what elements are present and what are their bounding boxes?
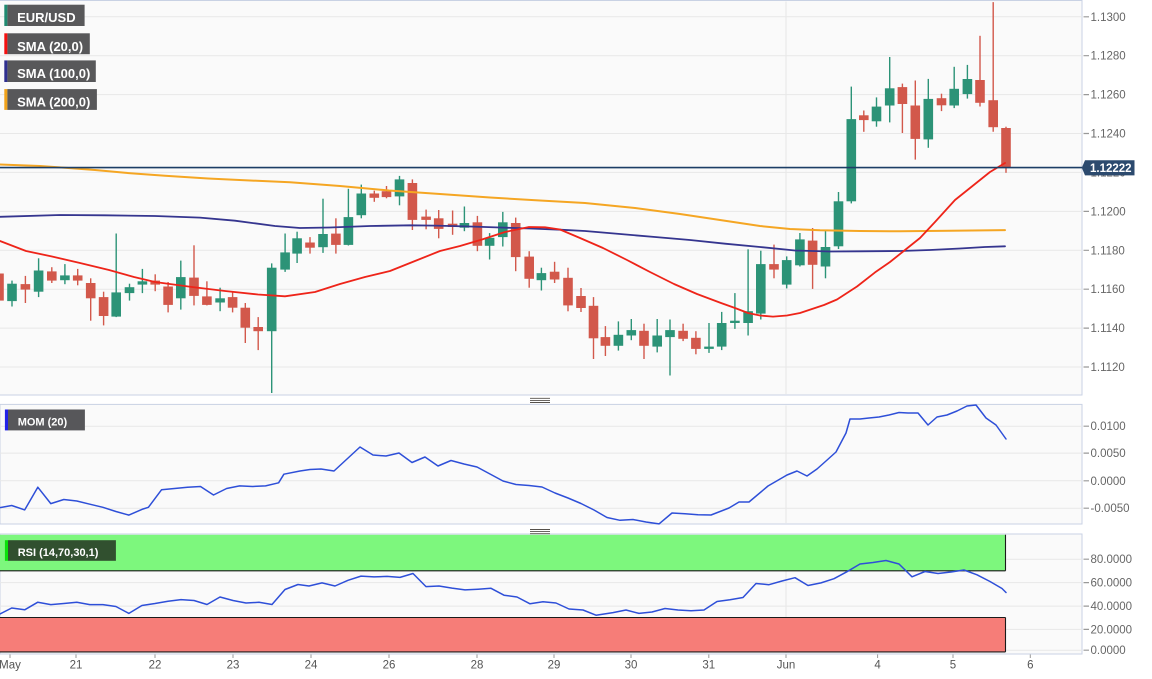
svg-text:RSI (14,70,30,1): RSI (14,70,30,1) xyxy=(18,547,99,559)
svg-text:0.0000: 0.0000 xyxy=(1091,476,1126,488)
svg-text:1.1180: 1.1180 xyxy=(1091,245,1125,257)
svg-text:SMA (20,0): SMA (20,0) xyxy=(17,39,83,54)
svg-text:21: 21 xyxy=(70,660,83,672)
svg-text:0.0000: 0.0000 xyxy=(1091,645,1126,657)
svg-text:1.1240: 1.1240 xyxy=(1091,129,1126,141)
svg-text:26: 26 xyxy=(383,660,396,672)
svg-text:80.0000: 80.0000 xyxy=(1091,554,1133,566)
svg-text:1.1120: 1.1120 xyxy=(1091,362,1125,374)
svg-text:23: 23 xyxy=(227,660,240,672)
svg-text:30: 30 xyxy=(625,660,638,672)
svg-text:5: 5 xyxy=(950,660,956,672)
svg-text:1.1160: 1.1160 xyxy=(1091,284,1125,296)
svg-text:0.0050: 0.0050 xyxy=(1091,448,1126,460)
svg-text:6: 6 xyxy=(1027,660,1033,672)
svg-text:0.0100: 0.0100 xyxy=(1091,421,1126,433)
svg-text:1.1260: 1.1260 xyxy=(1091,90,1126,102)
svg-text:MOM (20): MOM (20) xyxy=(18,416,68,428)
svg-text:40.0000: 40.0000 xyxy=(1091,601,1133,613)
svg-text:SMA (200,0): SMA (200,0) xyxy=(17,95,90,110)
svg-text:Jun: Jun xyxy=(777,660,796,672)
svg-text:1.12222: 1.12222 xyxy=(1090,163,1132,175)
svg-text:1.1200: 1.1200 xyxy=(1091,206,1126,218)
svg-text:24: 24 xyxy=(305,660,318,672)
svg-text:-0.0050: -0.0050 xyxy=(1091,503,1130,515)
svg-text:31: 31 xyxy=(702,660,715,672)
svg-text:1.1280: 1.1280 xyxy=(1091,51,1126,63)
svg-text:20.0000: 20.0000 xyxy=(1091,624,1133,636)
svg-text:29: 29 xyxy=(548,660,561,672)
svg-text:EUR/USD: EUR/USD xyxy=(17,10,76,25)
svg-text:1.1140: 1.1140 xyxy=(1091,323,1125,335)
svg-text:28: 28 xyxy=(471,660,484,672)
svg-text:60.0000: 60.0000 xyxy=(1091,578,1133,590)
svg-text:22: 22 xyxy=(149,660,162,672)
svg-text:4: 4 xyxy=(874,660,881,672)
svg-text:SMA (100,0): SMA (100,0) xyxy=(17,66,90,81)
svg-text:1.1300: 1.1300 xyxy=(1091,12,1126,24)
svg-text:May: May xyxy=(0,660,21,672)
